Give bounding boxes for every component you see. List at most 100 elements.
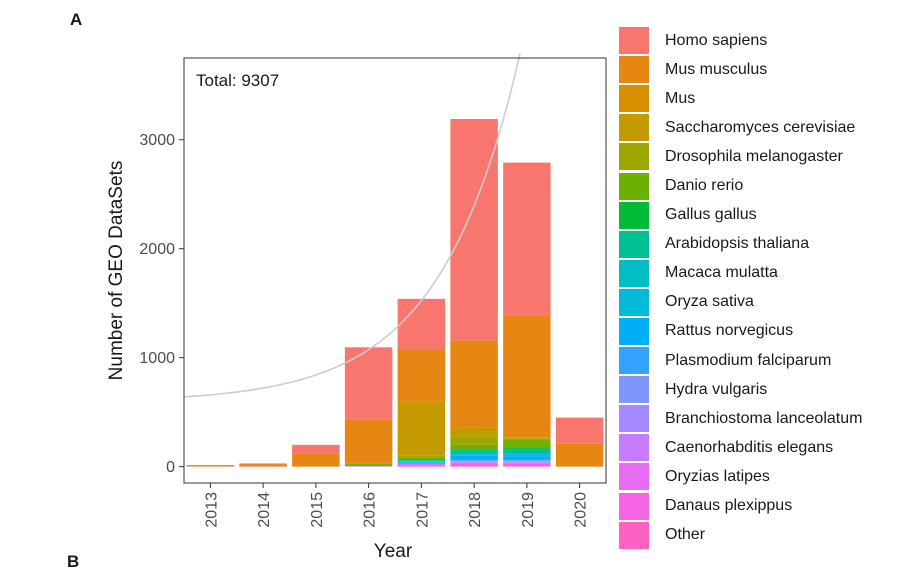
next-panel-label: B: [67, 552, 80, 571]
legend-swatch: [619, 85, 649, 113]
bar-segment: [450, 449, 498, 451]
y-tick-label: 2000: [139, 241, 175, 258]
total-annotation: Total: 9307: [196, 71, 279, 90]
bar-segment: [397, 457, 446, 460]
trend-curve: [183, 53, 521, 398]
bar-segment: [503, 462, 551, 464]
bar-segment: [503, 465, 551, 467]
legend-swatch: [619, 434, 649, 462]
legend-swatch: [619, 172, 649, 200]
bar-segment: [503, 315, 551, 438]
legend-swatch: [619, 56, 649, 84]
legend-label: Macaca mulatta: [665, 264, 778, 282]
legend-label: Arabidopsis thaliana: [665, 235, 810, 253]
bar-segment: [397, 465, 446, 467]
bar-segment: [450, 444, 498, 450]
legend-label: Danaus plexippus: [665, 497, 793, 515]
legend-item: Arabidopsis thaliana: [619, 230, 862, 259]
bar-segment: [503, 454, 551, 457]
legend-label: Gallus gallus: [665, 206, 757, 224]
bar-segment: [450, 450, 498, 453]
bar-segment: [344, 464, 393, 466]
legend-label: Hydra vulgaris: [665, 380, 768, 398]
bar-segment: [450, 461, 498, 463]
legend-label: Mus: [665, 89, 696, 107]
legend-swatch: [619, 317, 649, 345]
bar-segment: [397, 461, 446, 462]
bar-segment: [503, 438, 551, 441]
bar-layer: [186, 119, 604, 467]
legend-label: Saccharomyces cerevisiae: [665, 118, 856, 136]
bar-segment: [397, 465, 446, 466]
legend-item: Danio rerio: [619, 171, 862, 200]
bar-segment: [239, 464, 287, 467]
bar-segment: [450, 454, 498, 456]
bar-segment: [397, 348, 446, 402]
bar-segment: [450, 463, 498, 466]
bar-segment: [450, 427, 498, 437]
legend-item: Oryzias latipes: [619, 462, 862, 491]
legend-swatch: [619, 521, 649, 549]
legend-item: Oryza sativa: [619, 288, 862, 317]
bar-segment: [397, 462, 446, 464]
legend-item: Macaca mulatta: [619, 259, 862, 288]
legend-item: Caenorhabditis elegans: [619, 433, 862, 462]
legend-label: Danio rerio: [665, 177, 744, 195]
bar-segment: [397, 455, 446, 458]
bar-segment: [186, 466, 235, 467]
legend-swatch: [619, 143, 649, 171]
y-tick-label: 1000: [139, 350, 175, 367]
legend-item: Drosophila melanogaster: [619, 142, 862, 171]
legend-swatch: [619, 405, 649, 433]
x-axis-label: Year: [374, 541, 413, 562]
bar-segment: [503, 463, 551, 466]
bar-segment: [450, 436, 498, 445]
legend-label: Mus musculus: [665, 60, 768, 78]
plot-frame: [183, 57, 607, 484]
bar-segment: [397, 464, 446, 466]
bar-segment: [397, 460, 446, 462]
x-tick-label: 2014: [256, 492, 273, 528]
legend-swatch: [619, 347, 649, 375]
legend-label: Oryza sativa: [665, 293, 754, 311]
bar-segment: [503, 440, 551, 449]
legend-label: Drosophila melanogaster: [665, 147, 843, 165]
legend-item: Mus musculus: [619, 55, 862, 84]
legend-item: Homo sapiens: [619, 26, 862, 55]
bar-segment: [292, 444, 340, 454]
x-tick-label: 2016: [362, 492, 379, 528]
y-axis-label: Number of GEO DataSets: [106, 161, 127, 381]
bar-segment: [344, 465, 393, 466]
bar-segment: [344, 419, 393, 463]
bar-segment: [555, 417, 604, 444]
bar-segment: [450, 459, 498, 461]
legend-swatch: [619, 288, 649, 316]
legend-item: Gallus gallus: [619, 201, 862, 230]
bar-segment: [397, 463, 446, 465]
bar-segment: [450, 119, 498, 341]
x-tick-label: 2018: [467, 492, 484, 528]
bar-segment: [292, 453, 340, 467]
legend: Homo sapiens Mus musculus Mus Saccharomyces…: [619, 26, 862, 550]
legend-swatch: [619, 376, 649, 404]
bar-segment: [344, 462, 393, 464]
bar-segment: [186, 465, 235, 467]
bar-segment: [503, 449, 551, 453]
bar-segment: [344, 465, 393, 467]
bar-segment: [503, 452, 551, 455]
legend-swatch: [619, 201, 649, 229]
legend-label: Oryzias latipes: [665, 467, 770, 485]
legend-swatch: [619, 230, 649, 258]
bar-segment: [503, 461, 551, 463]
bar-segment: [450, 460, 498, 462]
bar-segment: [450, 462, 498, 464]
legend-swatch: [619, 27, 649, 55]
bar-segment: [503, 437, 551, 439]
panel-label: A: [70, 10, 83, 29]
legend-label: Rattus norvegicus: [665, 322, 794, 340]
bar-segment: [344, 347, 393, 420]
bar-segment: [397, 459, 446, 461]
legend-item: Hydra vulgaris: [619, 375, 862, 404]
legend-label: Caenorhabditis elegans: [665, 438, 834, 456]
